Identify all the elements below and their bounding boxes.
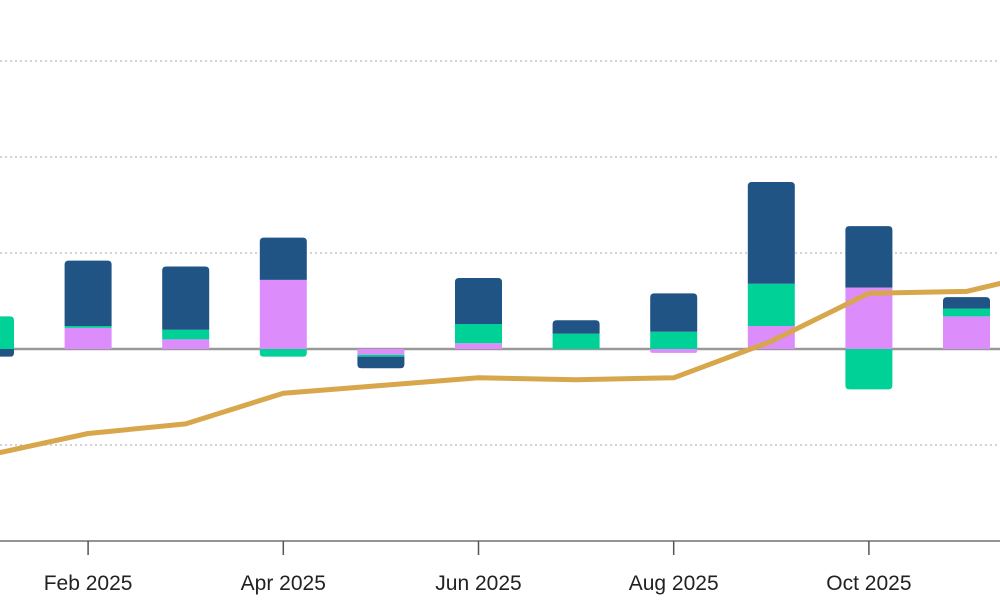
x-tick-label: Aug 2025 [629, 572, 719, 595]
bar-segment [747, 283, 795, 326]
gridlines [0, 60, 1000, 446]
bar-segment [357, 356, 405, 369]
bar-segment [64, 327, 112, 349]
bar-segment [259, 279, 307, 349]
trend-line [0, 280, 1000, 456]
bar-segment [259, 237, 307, 280]
x-tick-label: Feb 2025 [44, 572, 133, 595]
bar-segment [943, 297, 990, 309]
bar-segment [552, 320, 600, 334]
bar-segment [943, 316, 990, 349]
x-tick-label: Apr 2025 [241, 572, 326, 595]
bar-segment [455, 324, 502, 344]
bar-segment [845, 226, 893, 288]
bar-segment [64, 260, 112, 326]
bar-segment [552, 333, 600, 349]
bar-segment [650, 331, 698, 349]
bar-segment [0, 316, 14, 349]
bar-segment [455, 343, 502, 349]
bar-segment [845, 287, 893, 349]
bar-segment [455, 277, 502, 325]
x-axis-ticks: Feb 2025 Apr 2025 Jun 2025 Aug 2025 Oct 2025 [44, 541, 912, 595]
bar-segment [650, 293, 698, 332]
bar-segment [650, 349, 698, 353]
bar-segment [845, 349, 893, 390]
bar-segment [943, 308, 990, 317]
bar-segment [357, 354, 405, 357]
x-tick-label: Jun 2025 [435, 572, 521, 595]
x-tick-label: Oct 2025 [826, 572, 911, 595]
bar-segment [162, 266, 210, 330]
stacked-bars [0, 181, 990, 390]
bar-segment [357, 349, 405, 355]
bar-segment [162, 339, 210, 349]
bar-segment [162, 329, 210, 340]
bar-segment [0, 349, 14, 357]
bar-segment [64, 325, 112, 328]
bar-segment [259, 349, 307, 357]
bar-segment [747, 181, 795, 284]
